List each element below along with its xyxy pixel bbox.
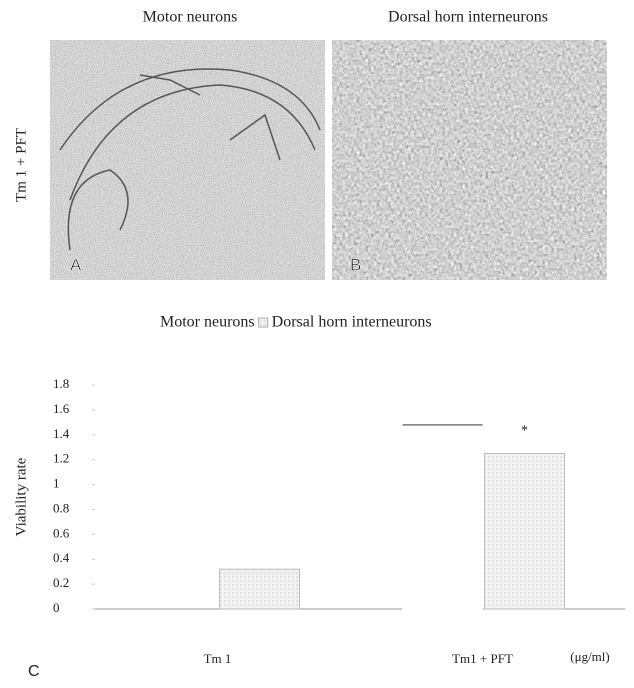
micrograph xyxy=(50,40,325,280)
y-tick-label: 0.8 xyxy=(53,500,69,515)
y-tick-label: 0 xyxy=(53,600,60,615)
y-tick-label: 1 xyxy=(53,476,60,491)
bar xyxy=(402,424,483,610)
y-tick-label: 1.4 xyxy=(53,426,70,441)
y-tick-label: 0.6 xyxy=(53,525,70,540)
y-tick-label: 1.6 xyxy=(53,401,70,416)
bar xyxy=(484,452,565,610)
bar xyxy=(219,568,300,610)
x-tick-label: Tm1 + PFT xyxy=(452,651,513,666)
legend-swatch xyxy=(258,317,269,328)
y-axis-label: Viability rate xyxy=(13,457,29,536)
y-tick-label: 0.2 xyxy=(53,575,69,590)
annotation: * xyxy=(521,424,528,439)
panel-letter: A xyxy=(70,255,82,274)
panel-letter: B xyxy=(350,255,361,274)
y-tick-label: 1.8 xyxy=(53,376,69,391)
panel-title: Dorsal horn interneurons xyxy=(388,9,548,26)
y-tick-label: 1.2 xyxy=(53,451,69,466)
legend-label: Dorsal horn interneurons xyxy=(272,314,432,331)
micrograph xyxy=(332,40,607,280)
row-label: Tm 1 + PFT xyxy=(13,128,29,202)
panel-letter: C xyxy=(28,663,40,680)
legend-label: Motor neurons xyxy=(160,314,255,331)
y-tick-label: 0.4 xyxy=(53,550,70,565)
x-unit: (μg/ml) xyxy=(570,649,609,664)
x-tick-label: Tm 1 xyxy=(204,651,232,666)
neuron-traces xyxy=(59,68,321,251)
panel-title: Motor neurons xyxy=(143,9,238,26)
